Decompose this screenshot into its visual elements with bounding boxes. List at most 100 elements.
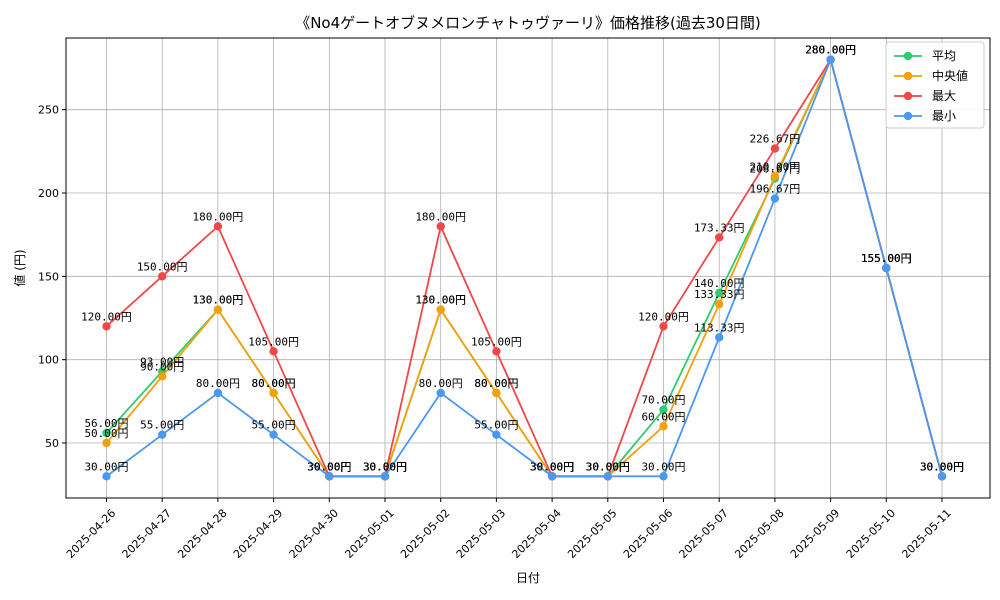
data-label: 30.00円 (920, 460, 964, 473)
y-tick-label: 200 (38, 187, 59, 200)
data-labels: 56.00円 93.00円 130.00円 80.00円 30.00円 30.00円 130… (81, 44, 964, 474)
x-tick-label: 2025-05-01 (342, 507, 396, 561)
data-point (882, 263, 891, 273)
data-point (102, 428, 111, 438)
data-point (269, 430, 278, 439)
data-label: 30.00円 (586, 460, 630, 473)
data-label: 280.00円 (805, 44, 856, 57)
x-tick-label: 2025-04-26 (64, 507, 118, 561)
data-label: 105.00円 (248, 335, 299, 348)
data-label: 30.00円 (363, 460, 407, 473)
data-point (492, 347, 501, 356)
data-point (659, 405, 668, 414)
data-label: 30.00円 (530, 460, 574, 473)
data-label: 133.33円 (694, 288, 745, 301)
data-label: 30.00円 (84, 460, 128, 473)
series-lines (102, 55, 947, 481)
data-label: 80.00円 (474, 377, 518, 390)
data-label: 155.00円 (861, 252, 912, 265)
data-point (715, 299, 724, 309)
data-label: 155.00円 (861, 252, 912, 265)
data-label: 280.00円 (805, 44, 856, 57)
x-tick-label: 2025-05-08 (732, 507, 786, 561)
data-label: 155.00円 (861, 252, 912, 265)
data-label: 56.00円 (84, 417, 128, 430)
data-label: 208.67円 (750, 163, 801, 176)
data-point (770, 172, 780, 181)
data-point (715, 233, 724, 242)
data-label: 30.00円 (641, 460, 685, 473)
data-label: 70.00円 (641, 394, 685, 407)
data-label: 30.00円 (307, 460, 351, 473)
data-label: 30.00円 (920, 460, 964, 473)
series-line-3 (105, 56, 943, 478)
data-point (158, 272, 167, 281)
data-label: 30.00円 (530, 460, 574, 473)
data-label: 55.00円 (140, 419, 184, 432)
legend-box (885, 41, 985, 129)
y-tick-label: 100 (38, 354, 59, 367)
data-point (659, 472, 668, 481)
data-point (715, 288, 724, 298)
x-tick-label: 2025-05-02 (398, 507, 452, 561)
data-label: 210.00円 (750, 160, 801, 173)
data-point (213, 388, 223, 398)
legend-label: 平均 (932, 49, 956, 63)
data-label: 196.67円 (750, 183, 801, 196)
x-tick-label: 2025-05-07 (677, 507, 731, 561)
data-label: 30.00円 (363, 460, 407, 473)
data-label: 60.00円 (641, 410, 685, 423)
legend-label: 最大 (932, 89, 956, 103)
x-tick-label: 2025-04-28 (175, 507, 229, 561)
data-label: 80.00円 (252, 377, 296, 390)
axes: 2025-04-26 2025-04-27 2025-04-28 2025-04-29… (38, 104, 954, 561)
data-label: 30.00円 (363, 460, 407, 473)
data-point (158, 372, 167, 381)
data-point (492, 388, 501, 398)
x-tick-label: 2025-05-10 (844, 507, 898, 561)
data-point (547, 472, 557, 481)
data-label: 90.00円 (140, 360, 184, 373)
data-label: 80.00円 (419, 377, 463, 390)
data-point (102, 472, 111, 481)
grid (66, 38, 990, 498)
y-axis-label: 値 (円) (12, 249, 27, 286)
data-label: 180.00円 (193, 210, 244, 223)
data-label: 280.00円 (805, 44, 856, 57)
data-point (826, 55, 835, 64)
data-point (269, 347, 278, 356)
data-point (102, 322, 111, 331)
data-label: 150.00円 (137, 260, 188, 273)
y-tick-label: 50 (45, 437, 59, 450)
x-tick-label: 2025-05-05 (565, 507, 619, 561)
data-label: 30.00円 (586, 460, 630, 473)
data-point (213, 222, 223, 231)
chart-title: 《No4ゲートオブヌメロンチャトゥヴァーリ》価格推移(過去30日間) (295, 14, 761, 32)
data-label: 30.00円 (307, 460, 351, 473)
data-point (659, 422, 668, 431)
data-point (325, 472, 334, 481)
data-label: 226.67円 (750, 133, 801, 146)
data-point (158, 430, 167, 439)
legend-swatch-marker (903, 111, 913, 121)
data-label: 30.00円 (363, 460, 407, 473)
data-label: 140.00円 (694, 277, 745, 290)
x-tick-label: 2025-05-06 (621, 507, 675, 561)
data-label: 55.00円 (474, 419, 518, 432)
data-label: 30.00円 (586, 460, 630, 473)
data-point (492, 430, 501, 439)
y-tick-label: 250 (38, 104, 59, 117)
data-label: 105.00円 (471, 335, 522, 348)
x-tick-label: 2025-04-27 (120, 507, 174, 561)
data-label: 80.00円 (252, 377, 296, 390)
x-tick-label: 2025-04-29 (231, 507, 285, 561)
data-point (715, 333, 724, 342)
data-label: 50.00円 (84, 427, 128, 440)
x-tick-label: 2025-05-04 (509, 507, 563, 561)
x-tick-label: 2025-05-09 (788, 507, 842, 561)
data-label: 30.00円 (920, 460, 964, 473)
data-label: 180.00円 (415, 210, 466, 223)
legend-swatch-marker (903, 91, 913, 101)
